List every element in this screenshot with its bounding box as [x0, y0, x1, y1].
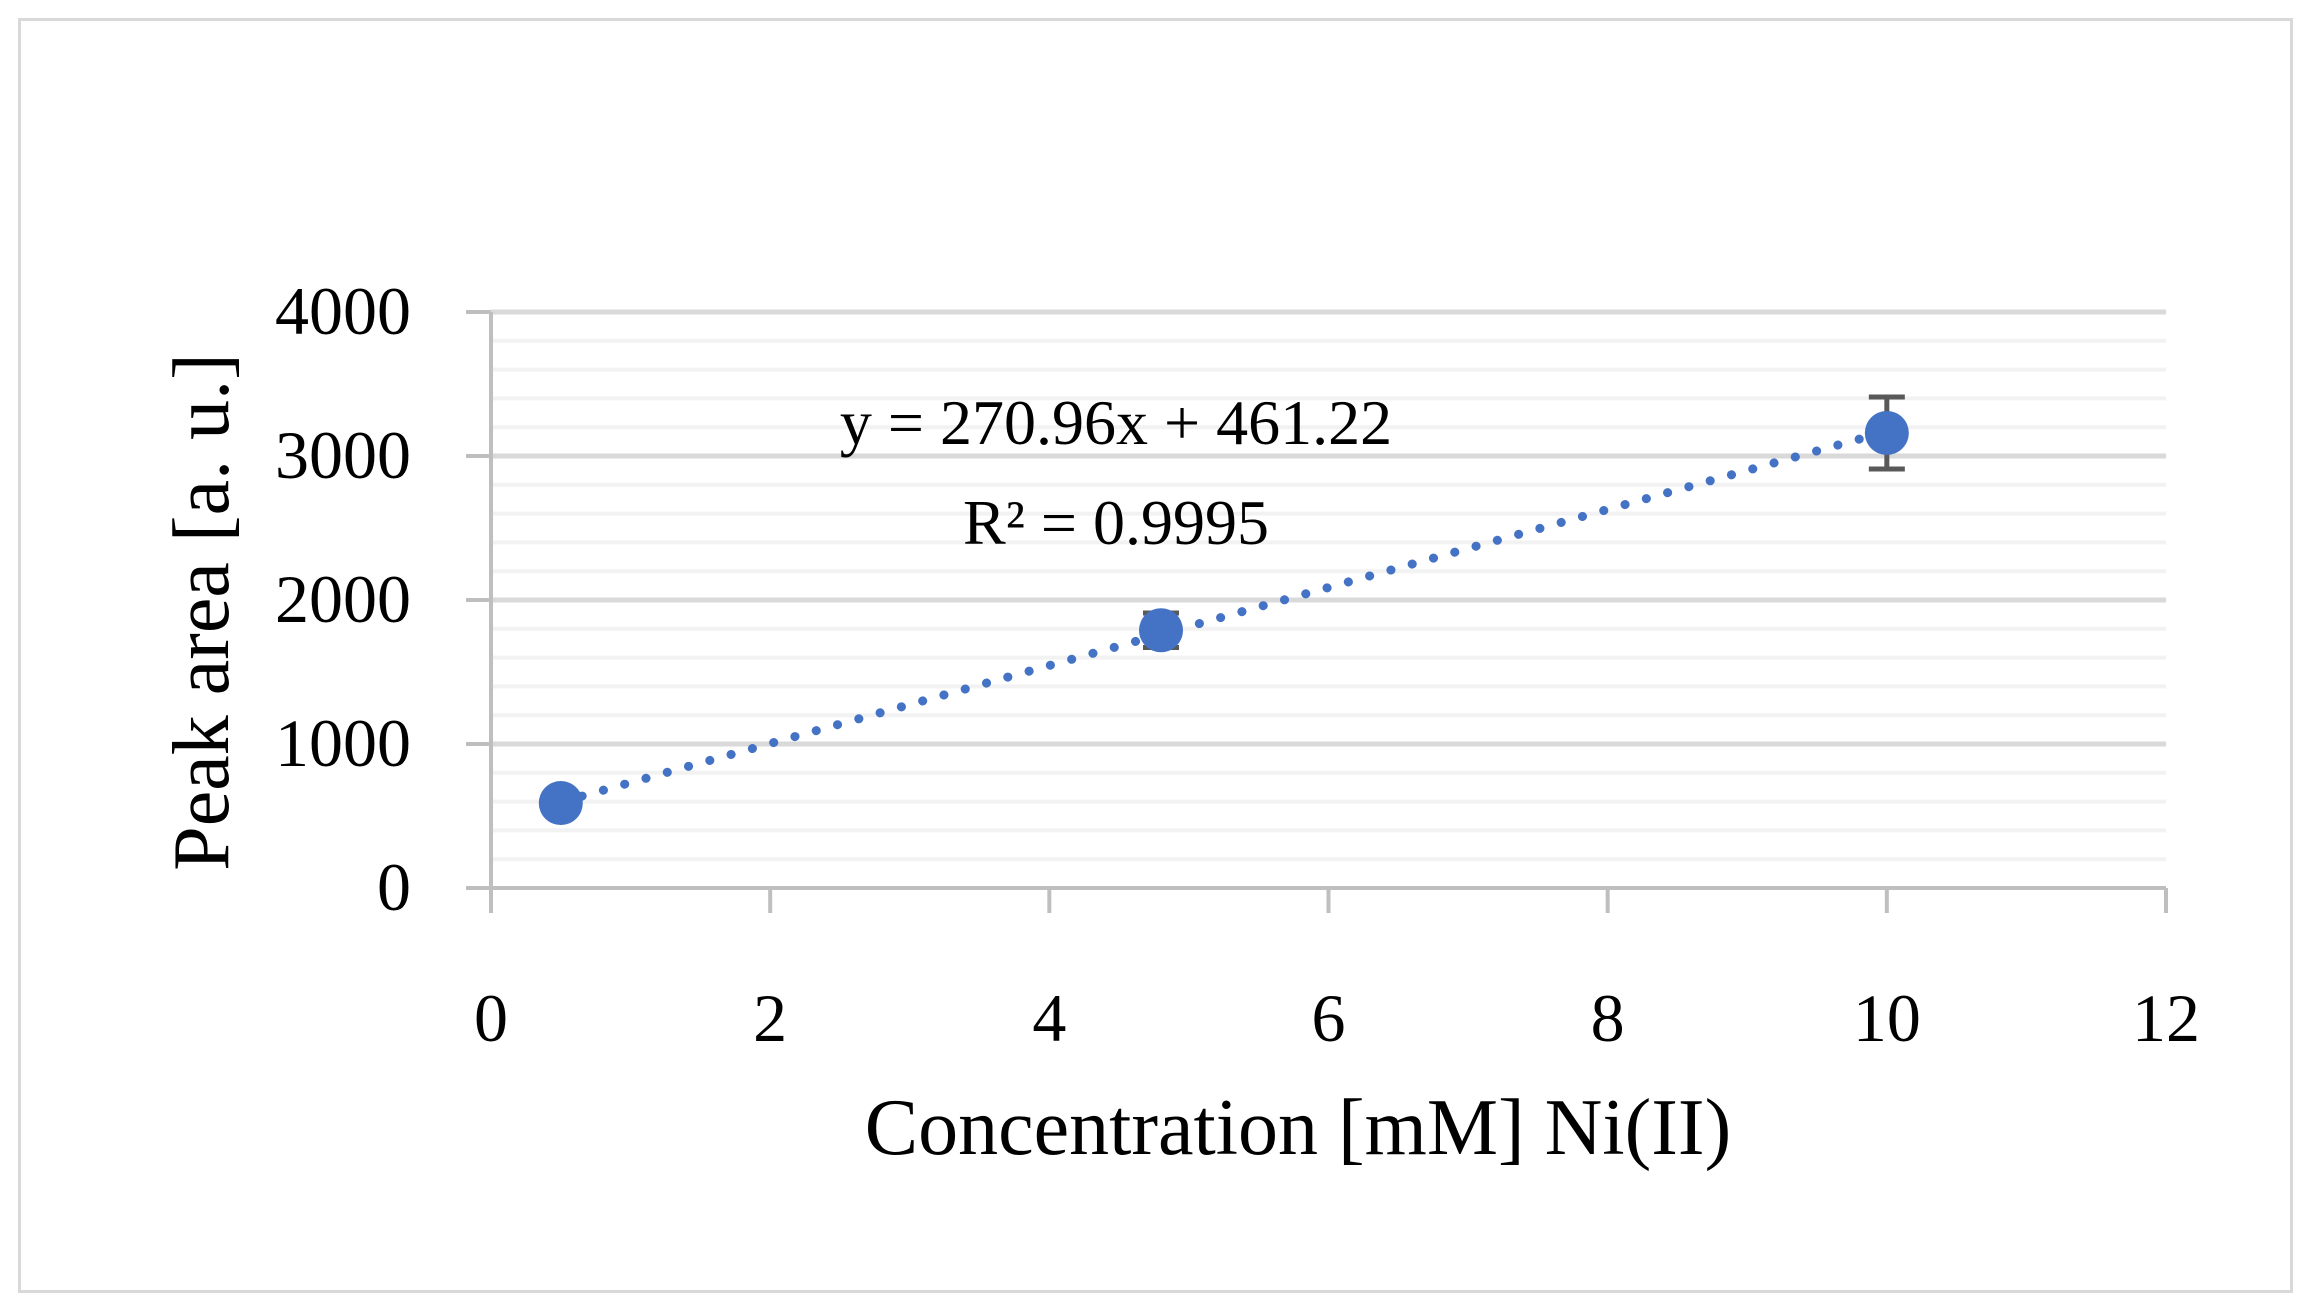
trendline-group: [556, 426, 1892, 807]
x-axis-title: Concentration [mM] Ni(II): [865, 1084, 1731, 1172]
x-tick-label: 2: [753, 980, 787, 1056]
x-tick-label: 4: [1032, 980, 1066, 1056]
y-tick-label: 4000: [275, 273, 411, 349]
r-squared-label: R² = 0.9995: [963, 487, 1269, 558]
data-point: [1139, 608, 1183, 653]
y-tick-label: 1000: [275, 705, 411, 781]
y-tick-label: 2000: [275, 561, 411, 637]
trendline-equation: y = 270.96x + 461.22: [840, 387, 1392, 458]
x-tick-labels: 0 2 4 6 8 10 12: [474, 980, 2200, 1056]
major-gridlines: [491, 309, 2166, 747]
data-points: [538, 410, 1909, 826]
y-tick-label: 0: [377, 849, 411, 925]
data-point: [538, 781, 583, 826]
data-point: [1864, 410, 1909, 455]
y-tick-label: 3000: [275, 417, 411, 493]
trendline: [556, 426, 1892, 807]
error-bars: [542, 394, 1905, 812]
chart-svg: 0 2 4 6 8 10 12 0 1000 2000 3000 4000 y = 270.96x …: [158, 273, 2200, 1172]
x-tick-label: 10: [1853, 980, 1921, 1056]
x-tick-label: 0: [474, 980, 508, 1056]
x-tick-label: 6: [1312, 980, 1346, 1056]
x-tick-label: 8: [1591, 980, 1625, 1056]
y-axis-title: Peak area [a. u.]: [158, 353, 246, 870]
x-tick-label: 12: [2132, 980, 2200, 1056]
y-tick-labels: 0 1000 2000 3000 4000: [275, 273, 411, 925]
chart-frame: 0 2 4 6 8 10 12 0 1000 2000 3000 4000 y = 270.96x …: [18, 18, 2293, 1293]
axes: [466, 310, 2168, 913]
